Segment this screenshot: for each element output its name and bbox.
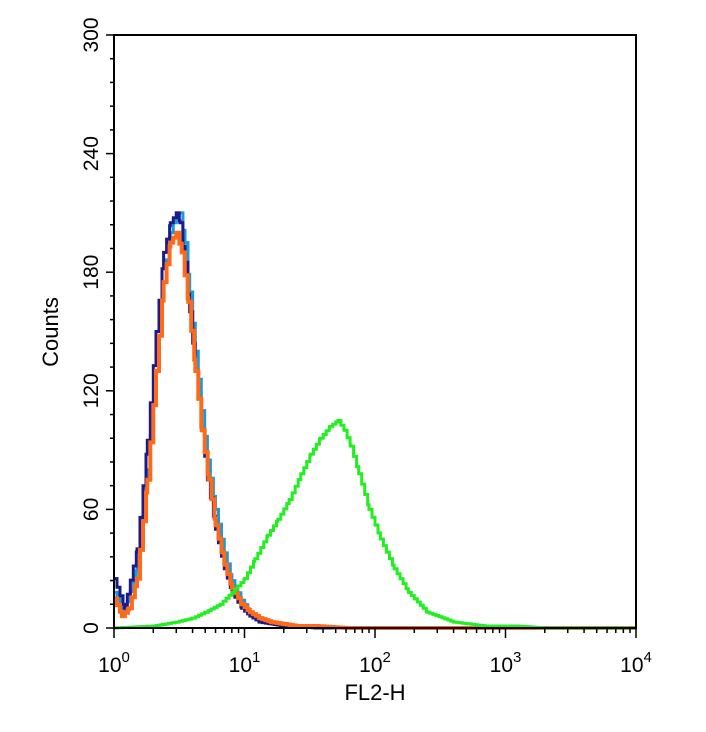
y-tick-label: 60	[80, 498, 103, 521]
y-tick-label: 240	[80, 136, 103, 171]
x-axis-title: FL2-H	[344, 680, 405, 705]
x-tick-label: 101	[229, 649, 261, 677]
series-line-2	[114, 211, 636, 630]
series-line-4	[114, 419, 636, 630]
x-tick-label: 100	[98, 649, 130, 677]
y-tick-label: 0	[80, 622, 103, 634]
x-tick-label: 103	[490, 649, 522, 677]
x-tick-labels: 100 101 102 103 104	[98, 649, 652, 677]
series-layer	[114, 211, 636, 630]
ticks-layer	[106, 34, 637, 638]
x-tick-label: 104	[620, 649, 652, 677]
y-tick-label: 120	[80, 373, 103, 408]
y-tick-labels: 0 60 120 180 240 300	[80, 17, 103, 633]
y-tick-label: 300	[80, 17, 103, 52]
y-axis-title: Counts	[38, 297, 63, 367]
series-line-1	[114, 211, 636, 630]
x-tick-label: 102	[359, 649, 391, 677]
y-tick-label: 180	[80, 255, 103, 290]
